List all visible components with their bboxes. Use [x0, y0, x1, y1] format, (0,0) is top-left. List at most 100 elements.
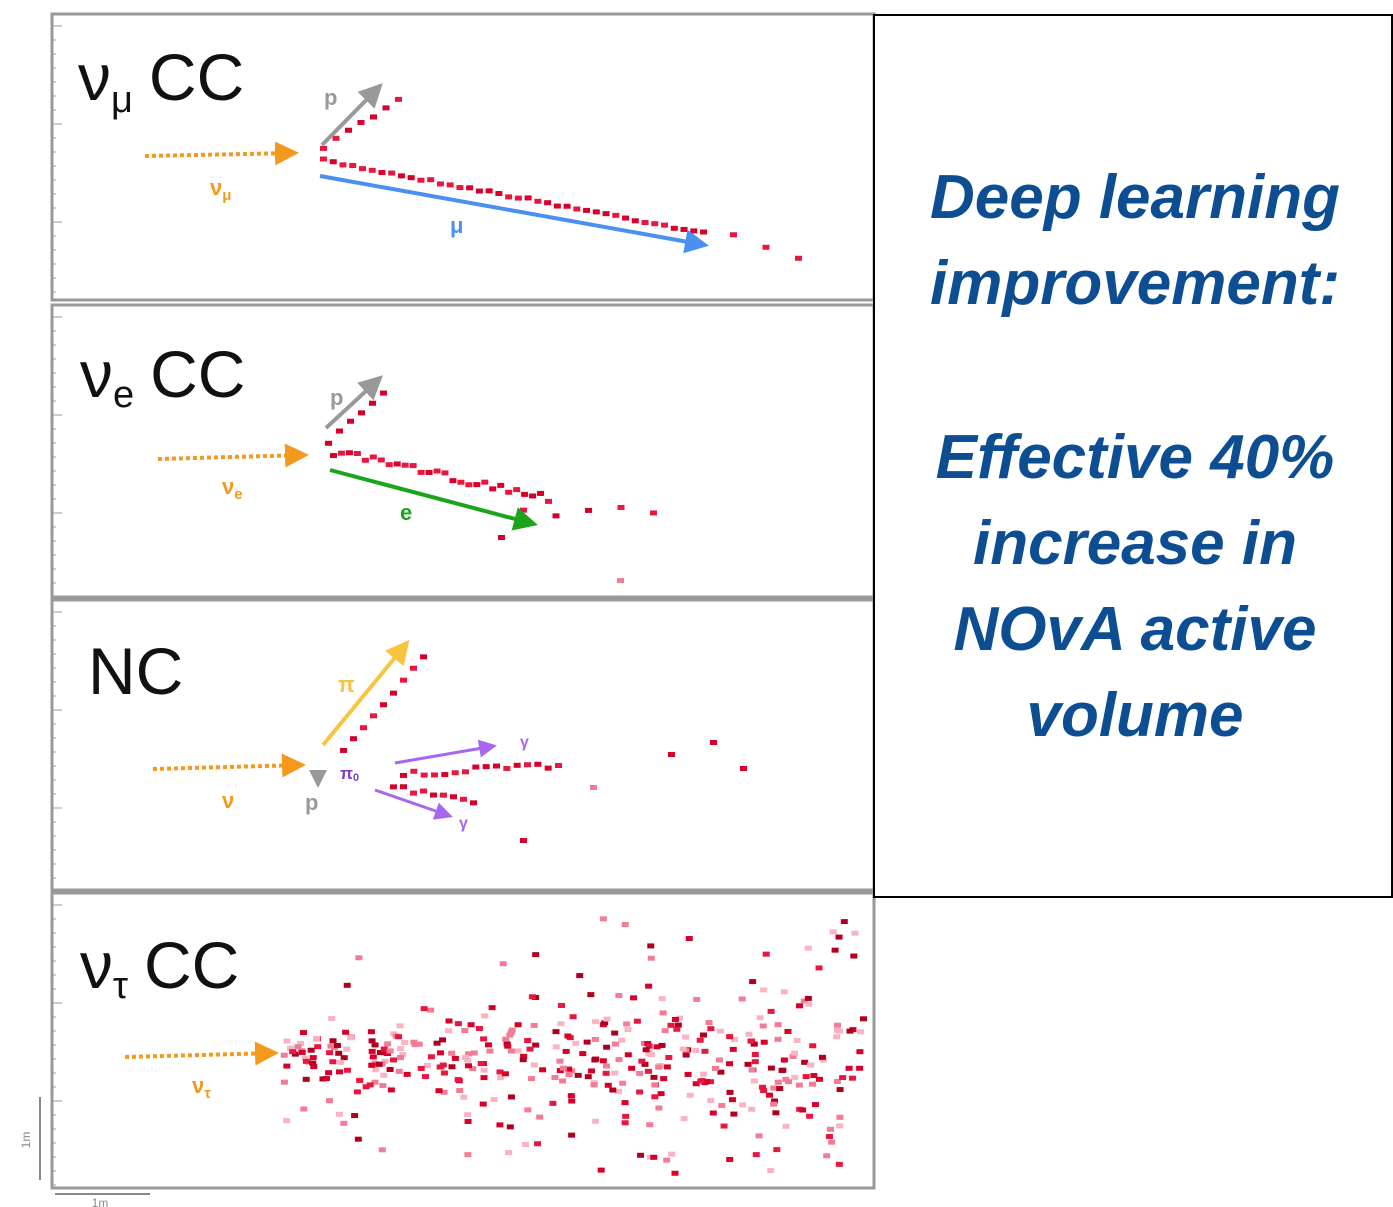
hit: [388, 1087, 395, 1092]
hit: [668, 752, 675, 757]
hit: [661, 223, 668, 228]
hit: [706, 1020, 713, 1025]
hit: [663, 1158, 670, 1163]
hit: [730, 1112, 737, 1117]
hit: [489, 1005, 496, 1010]
box-heading-line: Deep learning: [930, 163, 1340, 232]
hit: [584, 1040, 591, 1045]
hit: [513, 487, 520, 492]
hit: [836, 1162, 843, 1167]
hit: [576, 973, 583, 978]
hit: [325, 441, 332, 446]
hit: [830, 929, 837, 934]
hit: [761, 1040, 768, 1045]
title-symbol: ν: [80, 928, 113, 1002]
hit: [646, 1122, 653, 1127]
hit: [827, 1127, 834, 1132]
hit: [383, 105, 390, 110]
lepton-arrow: [320, 176, 705, 245]
hit: [837, 1087, 844, 1092]
hit: [410, 769, 417, 774]
hit: [568, 1093, 575, 1098]
hit: [448, 1051, 455, 1056]
hit: [828, 1140, 835, 1145]
hit: [426, 470, 433, 475]
hit: [685, 1072, 692, 1077]
hit: [531, 1023, 538, 1028]
hit: [555, 763, 562, 768]
neutrino-arrow: [145, 153, 295, 156]
hit: [801, 1060, 808, 1065]
hit: [446, 1018, 453, 1023]
hit: [739, 1102, 746, 1107]
hit: [623, 1021, 630, 1026]
hit: [775, 1022, 782, 1027]
hit: [493, 764, 500, 769]
hit: [604, 1017, 611, 1022]
hit: [592, 1019, 599, 1024]
hit: [524, 1107, 531, 1112]
hit: [369, 401, 376, 406]
hit: [320, 146, 327, 151]
hit: [611, 1071, 618, 1076]
hit: [665, 1055, 672, 1060]
neutrino-arrow: [153, 765, 302, 769]
hit: [645, 984, 652, 989]
hit: [313, 1036, 320, 1041]
hit: [591, 1082, 598, 1087]
hit: [520, 508, 527, 513]
hit: [485, 1042, 492, 1047]
hit: [718, 1103, 725, 1108]
hit: [763, 952, 770, 957]
hit: [354, 1089, 361, 1094]
hit: [495, 191, 502, 196]
hit: [836, 1123, 843, 1128]
sub: τ: [204, 1085, 211, 1102]
hit: [687, 1093, 694, 1098]
hit: [681, 1116, 688, 1121]
hit: [340, 748, 347, 753]
hit: [545, 499, 552, 504]
hit: [398, 173, 405, 178]
hit: [605, 1083, 612, 1088]
hit: [860, 1016, 867, 1021]
hit: [763, 245, 770, 250]
hit: [551, 1075, 558, 1080]
hit: [448, 1064, 455, 1069]
hit: [410, 463, 417, 468]
hit: [647, 943, 654, 948]
hit: [752, 1059, 759, 1064]
hit: [410, 791, 417, 796]
hit: [707, 1098, 714, 1103]
hit: [491, 1097, 498, 1102]
hit: [300, 1030, 307, 1035]
hit: [611, 1031, 618, 1036]
hit: [347, 1035, 354, 1040]
hit: [496, 1122, 503, 1127]
hit: [770, 1102, 777, 1107]
hit: [481, 480, 488, 485]
hit: [503, 766, 510, 771]
sub: e: [234, 486, 242, 503]
hit: [592, 1119, 599, 1124]
hit: [394, 461, 401, 466]
hit: [338, 451, 345, 456]
hit: [583, 208, 590, 213]
hit: [504, 1044, 511, 1049]
hit: [481, 1075, 488, 1080]
hit: [437, 1050, 444, 1055]
hit: [434, 1041, 441, 1046]
hit: [420, 789, 427, 794]
hit: [508, 1049, 515, 1054]
hit: [700, 229, 707, 234]
panel-title: νeCC: [80, 337, 245, 416]
hit: [856, 1066, 863, 1071]
hit: [452, 770, 459, 775]
hit: [664, 1064, 671, 1069]
hit: [529, 994, 536, 999]
box-text: Deep learningimprovement:Effective 40%in…: [930, 163, 1340, 750]
neutrino-label: νμ: [210, 175, 231, 204]
hit: [700, 1033, 707, 1038]
hit: [387, 1067, 394, 1072]
hit: [766, 1093, 773, 1098]
